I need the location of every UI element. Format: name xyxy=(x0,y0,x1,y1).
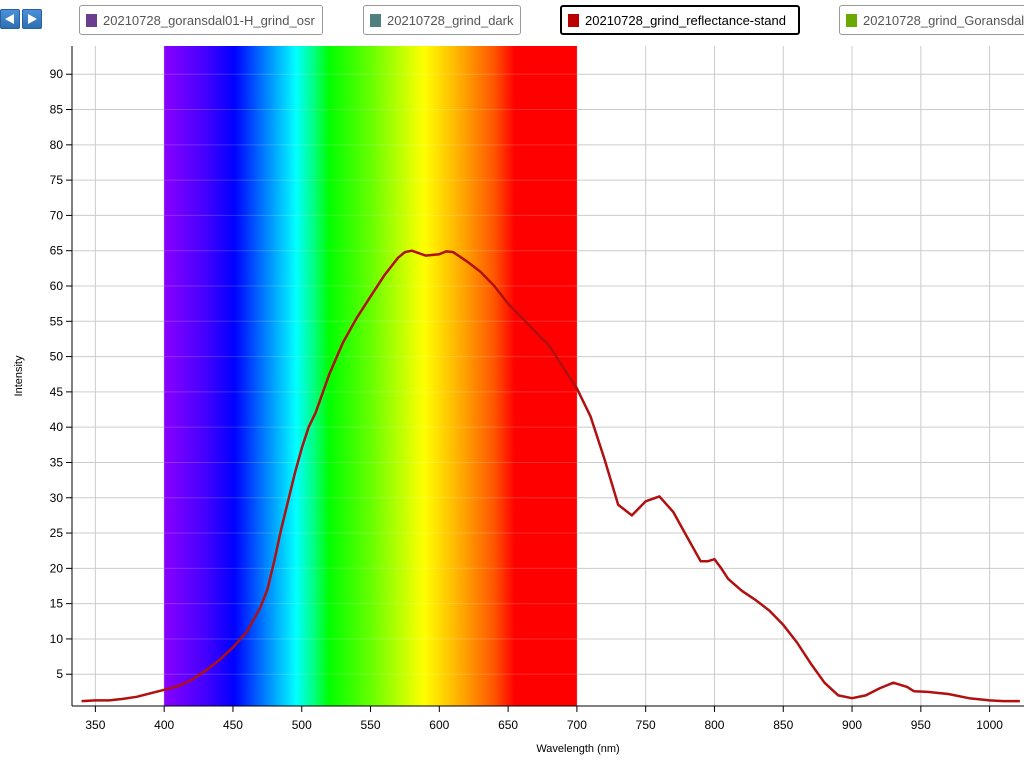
series-line-reflectance-stand xyxy=(81,249,1020,703)
legend-label: 20210728_goransdal01-H_grind_osr xyxy=(103,12,315,28)
y-axis-title: Intensity xyxy=(13,355,25,396)
x-tick-label: 550 xyxy=(361,718,381,732)
x-tick-label: 850 xyxy=(773,718,793,732)
y-tick-label: 75 xyxy=(50,173,64,187)
x-tick-label: 1000 xyxy=(976,718,1003,732)
x-tick-label: 400 xyxy=(154,718,174,732)
y-tick-label: 50 xyxy=(50,350,64,364)
y-tick-label: 25 xyxy=(50,526,64,540)
x-tick-label: 650 xyxy=(498,718,518,732)
y-tick-label: 10 xyxy=(50,632,64,646)
y-tick-label: 65 xyxy=(50,244,64,258)
legend-item-goransdal01-h-grind-osr[interactable]: 20210728_goransdal01-H_grind_osr xyxy=(79,5,323,35)
prev-dataset-button[interactable] xyxy=(0,9,20,29)
y-tick-label: 45 xyxy=(50,385,64,399)
y-axis: 5 10 15 20 25 30 35 40 45 50 55 60 65 70 75 80 85 90 xyxy=(50,46,73,706)
x-tick-label: 700 xyxy=(567,718,587,732)
x-tick-label: 750 xyxy=(636,718,656,732)
y-tick-label: 35 xyxy=(50,455,64,469)
legend-swatch xyxy=(846,13,857,27)
x-tick-label: 500 xyxy=(292,718,312,732)
x-tick-label: 800 xyxy=(704,718,724,732)
x-tick-label: 600 xyxy=(429,718,449,732)
y-tick-label: 30 xyxy=(50,491,64,505)
next-dataset-button[interactable] xyxy=(22,9,42,29)
y-tick-label: 60 xyxy=(50,279,64,293)
legend-swatch xyxy=(568,13,579,27)
y-tick-label: 80 xyxy=(50,138,64,152)
nav-buttons xyxy=(0,9,42,29)
grid-lines-overlay xyxy=(164,73,577,675)
triangle-right-icon xyxy=(28,14,37,24)
x-tick-label: 450 xyxy=(223,718,243,732)
y-tick-label: 20 xyxy=(50,561,64,575)
x-axis: 350 400 450 500 550 600 650 700 750 800 850 900 950 1… xyxy=(72,705,1024,732)
y-tick-label: 40 xyxy=(50,420,64,434)
y-tick-label: 85 xyxy=(50,103,64,117)
y-tick-label: 5 xyxy=(56,667,63,681)
x-tick-label: 950 xyxy=(911,718,931,732)
visible-spectrum-band xyxy=(164,46,577,706)
legend-item-grind-reflectance-stand[interactable]: 20210728_grind_reflectance-stand xyxy=(560,5,800,35)
legend-swatch xyxy=(370,13,381,27)
y-tick-label: 90 xyxy=(50,67,64,81)
x-tick-label: 350 xyxy=(85,718,105,732)
y-tick-label: 55 xyxy=(50,314,64,328)
legend-label: 20210728_grind_Goransdal xyxy=(863,12,1024,28)
x-tick-label: 900 xyxy=(842,718,862,732)
x-axis-title: Wavelength (nm) xyxy=(536,743,619,755)
legend-item-grind-dark[interactable]: 20210728_grind_dark xyxy=(363,5,521,35)
triangle-left-icon xyxy=(5,14,14,24)
legend-swatch xyxy=(86,13,97,27)
y-tick-label: 15 xyxy=(50,597,64,611)
y-tick-label: 70 xyxy=(50,208,64,222)
legend-item-grind-goransdal[interactable]: 20210728_grind_Goransdal xyxy=(839,5,1024,35)
legend-label: 20210728_grind_reflectance-stand xyxy=(585,12,786,28)
legend-label: 20210728_grind_dark xyxy=(387,12,514,28)
